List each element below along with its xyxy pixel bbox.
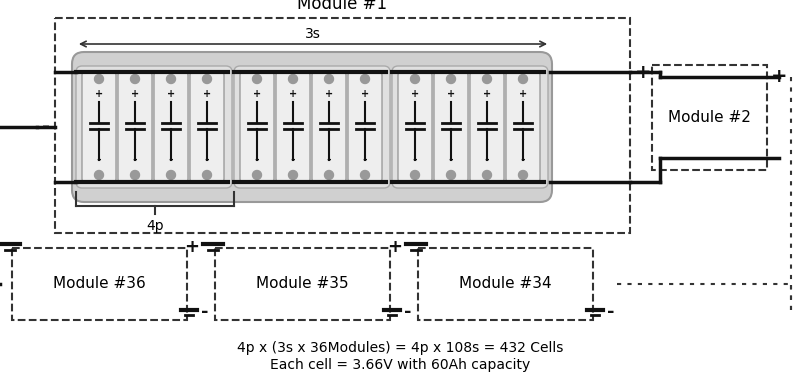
FancyBboxPatch shape [312, 72, 346, 182]
Circle shape [361, 74, 370, 83]
Text: -: - [133, 155, 138, 165]
Circle shape [130, 170, 139, 180]
Circle shape [289, 170, 298, 180]
Text: 4p: 4p [146, 219, 164, 233]
FancyBboxPatch shape [76, 66, 232, 188]
Circle shape [325, 170, 334, 180]
Text: Module #36: Module #36 [53, 277, 146, 291]
Text: +: + [184, 238, 199, 256]
FancyBboxPatch shape [470, 72, 504, 182]
Circle shape [202, 74, 211, 83]
FancyBboxPatch shape [72, 52, 552, 202]
Circle shape [130, 74, 139, 83]
Text: +: + [253, 89, 261, 99]
Text: +: + [447, 89, 455, 99]
Circle shape [446, 74, 455, 83]
Bar [652, 65, 767, 170]
Text: +: + [483, 89, 491, 99]
Text: -: - [362, 155, 367, 165]
FancyBboxPatch shape [398, 72, 432, 182]
Circle shape [518, 170, 527, 180]
Circle shape [166, 74, 175, 83]
FancyBboxPatch shape [190, 72, 224, 182]
Text: +: + [771, 68, 787, 87]
Circle shape [202, 170, 211, 180]
FancyBboxPatch shape [154, 72, 188, 182]
Text: -: - [97, 155, 102, 165]
Text: +: + [95, 89, 103, 99]
Text: -: - [607, 303, 614, 321]
Bar [55, 18, 630, 233]
Text: +: + [203, 89, 211, 99]
Text: +: + [289, 89, 297, 99]
Text: +: + [325, 89, 333, 99]
Text: +: + [519, 89, 527, 99]
Text: -: - [413, 155, 418, 165]
Text: 3s: 3s [305, 27, 321, 41]
Text: Each cell = 3.66V with 60Ah capacity: Each cell = 3.66V with 60Ah capacity [270, 358, 530, 372]
Circle shape [482, 170, 491, 180]
Text: -: - [771, 149, 779, 168]
Text: -: - [635, 173, 643, 192]
Bar [215, 248, 390, 320]
Text: 4p x (3s x 36Modules) = 4p x 108s = 432 Cells: 4p x (3s x 36Modules) = 4p x 108s = 432 … [237, 341, 563, 355]
FancyBboxPatch shape [348, 72, 382, 182]
Circle shape [253, 74, 262, 83]
Text: Module #2: Module #2 [668, 110, 751, 125]
Text: -: - [169, 155, 174, 165]
Text: +: + [387, 238, 402, 256]
Circle shape [253, 170, 262, 180]
Text: +: + [635, 62, 651, 81]
Circle shape [410, 170, 419, 180]
Text: -: - [449, 155, 454, 165]
FancyBboxPatch shape [82, 72, 116, 182]
Text: -: - [205, 155, 210, 165]
Text: Module #1: Module #1 [298, 0, 387, 13]
Bar [12, 248, 187, 320]
Circle shape [482, 74, 491, 83]
Circle shape [166, 170, 175, 180]
Text: Module #34: Module #34 [459, 277, 552, 291]
Circle shape [518, 74, 527, 83]
Text: -: - [326, 155, 331, 165]
Bar [418, 248, 593, 320]
FancyBboxPatch shape [118, 72, 152, 182]
Text: -: - [42, 118, 50, 137]
Circle shape [361, 170, 370, 180]
Circle shape [446, 170, 455, 180]
Text: -: - [290, 155, 295, 165]
Text: -: - [254, 155, 259, 165]
Circle shape [410, 74, 419, 83]
Text: -: - [485, 155, 490, 165]
Text: +: + [411, 89, 419, 99]
Text: -: - [404, 303, 411, 321]
Circle shape [94, 170, 103, 180]
Circle shape [289, 74, 298, 83]
Circle shape [94, 74, 103, 83]
FancyBboxPatch shape [434, 72, 468, 182]
Text: Module #35: Module #35 [256, 277, 349, 291]
Circle shape [325, 74, 334, 83]
FancyBboxPatch shape [392, 66, 548, 188]
Text: +: + [131, 89, 139, 99]
FancyBboxPatch shape [276, 72, 310, 182]
Text: +: + [361, 89, 369, 99]
Text: -: - [201, 303, 209, 321]
Text: +: + [167, 89, 175, 99]
FancyBboxPatch shape [234, 66, 390, 188]
FancyBboxPatch shape [240, 72, 274, 182]
Text: -: - [521, 155, 526, 165]
FancyBboxPatch shape [506, 72, 540, 182]
